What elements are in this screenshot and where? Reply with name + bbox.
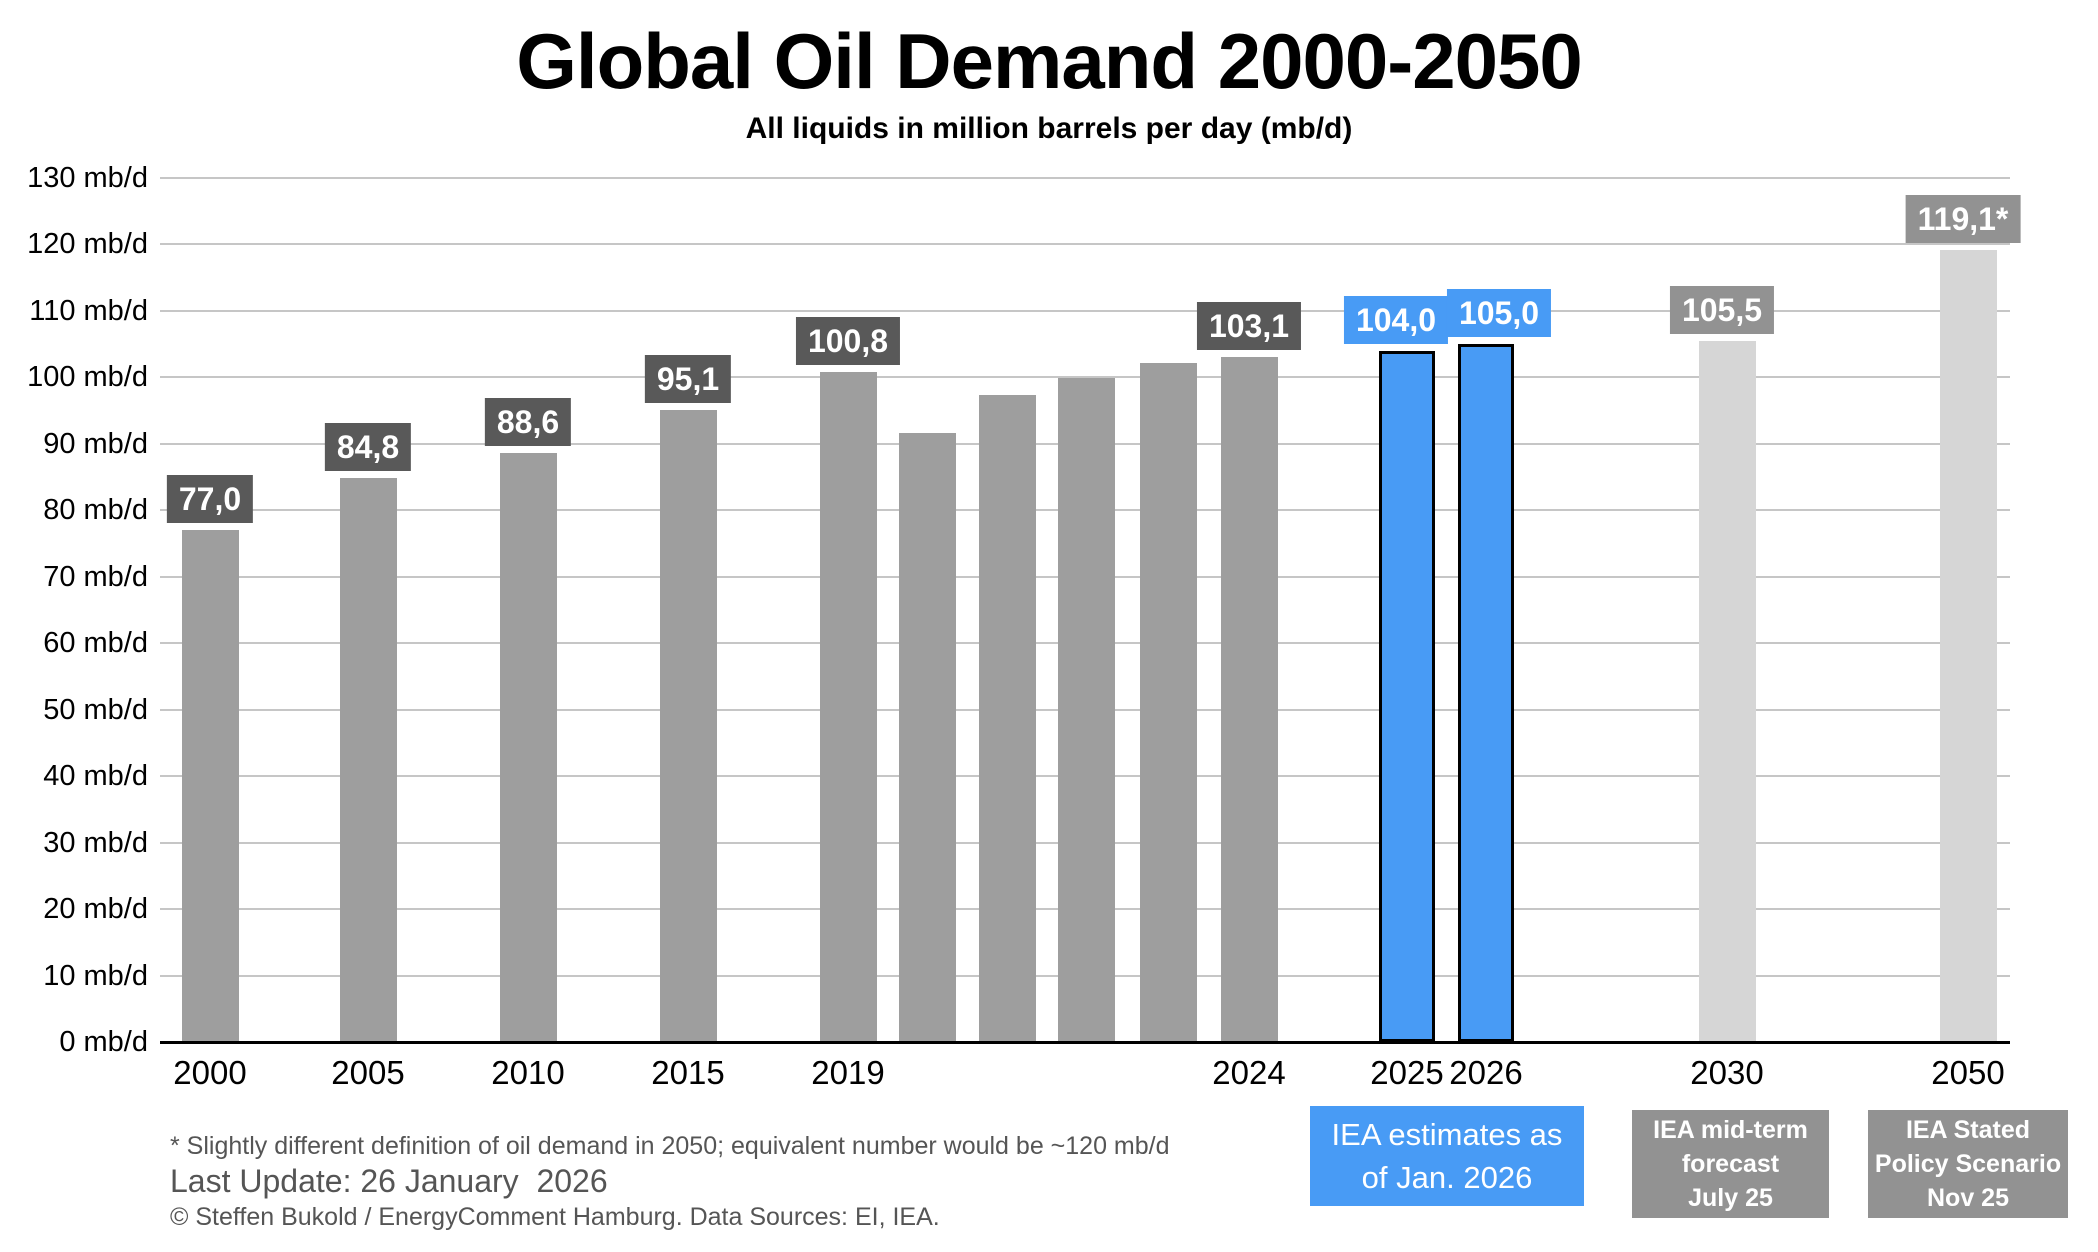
value-label-2000: 77,0 bbox=[166, 475, 254, 524]
x-axis-label-2000: 2000 bbox=[173, 1054, 247, 1091]
y-axis-tick-label: 0 mb/d bbox=[59, 1026, 148, 1058]
y-axis-tick-label: 120 mb/d bbox=[27, 228, 148, 261]
y-axis-tick-label: 60 mb/d bbox=[43, 627, 148, 660]
y-axis-tick-label: 110 mb/d bbox=[29, 294, 148, 327]
bar-2026 bbox=[1458, 344, 1514, 1042]
footnote-text: * Slightly different definition of oil d… bbox=[170, 1132, 1170, 1160]
value-label-2019: 100,8 bbox=[795, 317, 901, 366]
x-axis-label-2019: 2019 bbox=[811, 1054, 885, 1091]
bar-2019 bbox=[819, 372, 877, 1042]
y-axis-tick-label: 40 mb/d bbox=[43, 760, 148, 793]
bar-2005 bbox=[339, 478, 397, 1042]
bar-year-8 bbox=[1139, 362, 1197, 1042]
legend-iea-estimates: IEA estimates as of Jan. 2026 bbox=[1310, 1106, 1584, 1206]
last-update-text: Last Update: 26 January 2026 bbox=[170, 1163, 608, 1199]
y-axis-tick-label: 80 mb/d bbox=[43, 494, 148, 527]
value-label-2005: 84,8 bbox=[324, 423, 412, 472]
chart-subtitle: All liquids in million barrels per day (… bbox=[745, 112, 1353, 145]
bar-2000 bbox=[181, 530, 239, 1042]
bar-2024 bbox=[1220, 356, 1278, 1042]
value-label-2024: 103,1 bbox=[1196, 301, 1302, 350]
bar-year-7 bbox=[1057, 378, 1115, 1042]
legend-iea-midterm-forecast: IEA mid-term forecast July 25 bbox=[1632, 1110, 1829, 1218]
bar-year-5 bbox=[898, 432, 956, 1042]
x-axis-label-2015: 2015 bbox=[651, 1054, 725, 1091]
bar-2015 bbox=[659, 409, 717, 1042]
gridline-120 bbox=[160, 243, 2010, 246]
y-axis-tick-label: 70 mb/d bbox=[43, 560, 148, 593]
x-axis-line bbox=[160, 1041, 2010, 1044]
legend-iea-stated-policy: IEA Stated Policy Scenario Nov 25 bbox=[1868, 1110, 2068, 1218]
x-axis-label-2030: 2030 bbox=[1690, 1054, 1764, 1091]
x-axis-label-2005: 2005 bbox=[331, 1054, 405, 1091]
y-axis-tick-label: 30 mb/d bbox=[43, 826, 148, 859]
value-label-2050: 119,1* bbox=[1905, 195, 2021, 244]
bar-2025 bbox=[1379, 350, 1435, 1042]
y-axis-tick-label: 100 mb/d bbox=[27, 361, 148, 394]
chart-title: Global Oil Demand 2000-2050 bbox=[516, 17, 1582, 105]
y-axis-tick-label: 130 mb/d bbox=[27, 162, 148, 194]
gridline-100 bbox=[160, 376, 2010, 379]
gridline-130 bbox=[160, 177, 2010, 179]
x-axis-label-2024: 2024 bbox=[1212, 1054, 1286, 1091]
y-axis-tick-label: 20 mb/d bbox=[43, 893, 148, 926]
y-axis-tick-label: 50 mb/d bbox=[43, 693, 148, 726]
value-label-2030: 105,5 bbox=[1669, 285, 1775, 334]
bar-2050 bbox=[1939, 250, 1997, 1042]
y-axis-tick-label: 90 mb/d bbox=[43, 427, 148, 460]
y-axis-tick-label: 10 mb/d bbox=[43, 959, 148, 992]
bar-year-6 bbox=[978, 395, 1036, 1042]
x-axis-label-2050: 2050 bbox=[1931, 1054, 2005, 1091]
value-label-2015: 95,1 bbox=[644, 354, 732, 403]
x-axis-label-2025: 2025 bbox=[1370, 1054, 1444, 1091]
gridline-110 bbox=[160, 309, 2010, 312]
value-label-2025: 104,0 bbox=[1343, 295, 1449, 344]
value-label-2010: 88,6 bbox=[484, 398, 572, 447]
bar-2010 bbox=[499, 453, 557, 1042]
x-axis-label-2010: 2010 bbox=[491, 1054, 565, 1091]
copyright-text: © Steffen Bukold / EnergyComment Hamburg… bbox=[170, 1203, 940, 1231]
bar-2030 bbox=[1698, 340, 1756, 1042]
value-label-2026: 105,0 bbox=[1446, 289, 1552, 338]
x-axis-label-2026: 2026 bbox=[1449, 1054, 1523, 1091]
